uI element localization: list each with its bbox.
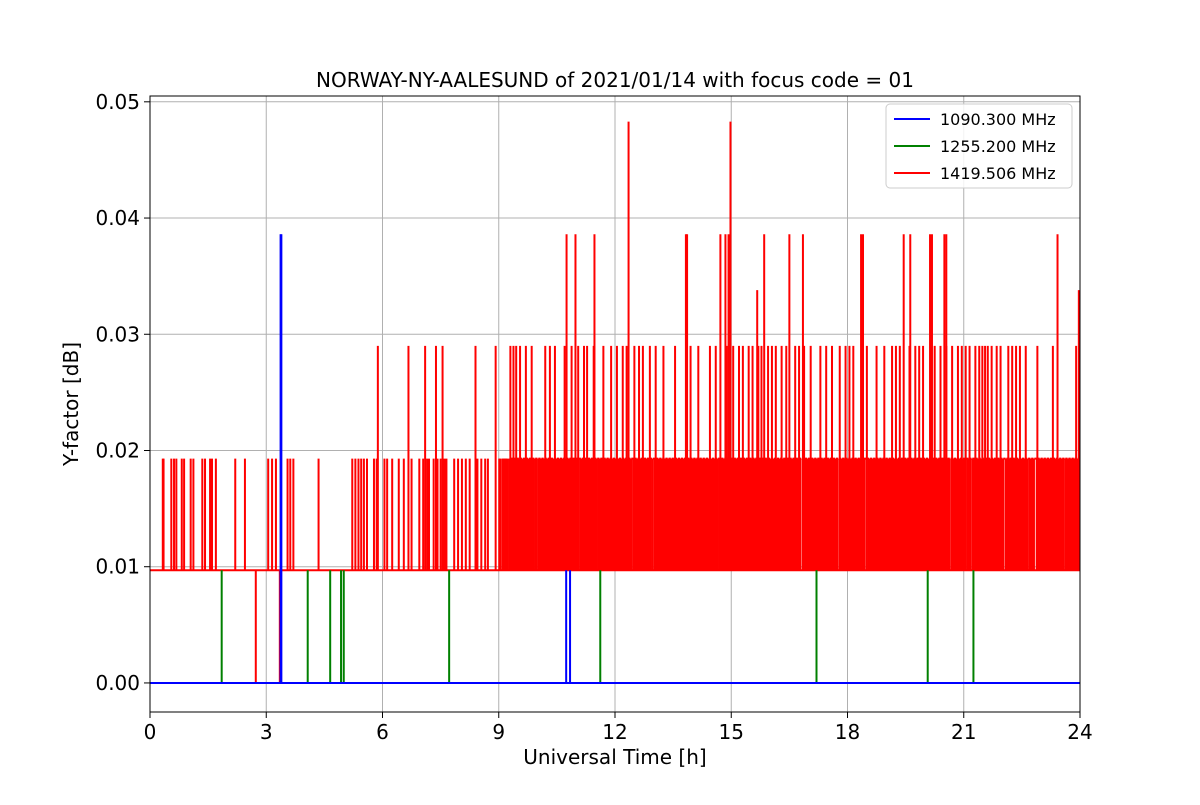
plot-area <box>150 121 1080 684</box>
legend-label: 1419.506 MHz <box>940 164 1056 183</box>
y-tick-label: 0.02 <box>95 438 140 462</box>
chart-title: NORWAY-NY-AALESUND of 2021/01/14 with fo… <box>316 68 914 92</box>
y-tick-label: 0.03 <box>95 322 140 346</box>
x-tick-label: 0 <box>144 720 157 744</box>
x-tick-label: 24 <box>1067 720 1092 744</box>
x-tick-label: 9 <box>492 720 505 744</box>
x-tick-label: 18 <box>835 720 860 744</box>
axis-ticks: 0 3 6 9 12 15 18 21 24 0.00 0.01 0.02 0.03 0.04 0.05 <box>95 90 1092 744</box>
x-tick-label: 12 <box>602 720 627 744</box>
legend-label: 1255.200 MHz <box>940 137 1056 156</box>
legend-box <box>885 103 1073 189</box>
x-tick-label: 6 <box>376 720 389 744</box>
y-tick-label: 0.00 <box>95 671 140 695</box>
y-tick-label: 0.01 <box>95 555 140 579</box>
x-axis-label: Universal Time [h] <box>523 745 706 769</box>
legend-label: 1090.300 MHz <box>940 110 1056 129</box>
y-tick-label: 0.05 <box>95 90 140 114</box>
legend: 1090.300 MHz 1255.200 MHz 1419.506 MHz <box>885 103 1073 189</box>
x-tick-label: 3 <box>260 720 273 744</box>
y-tick-label: 0.04 <box>95 206 140 230</box>
y-axis-label: Y-factor [dB] <box>59 342 83 467</box>
x-tick-label: 21 <box>951 720 976 744</box>
x-tick-label: 15 <box>719 720 744 744</box>
